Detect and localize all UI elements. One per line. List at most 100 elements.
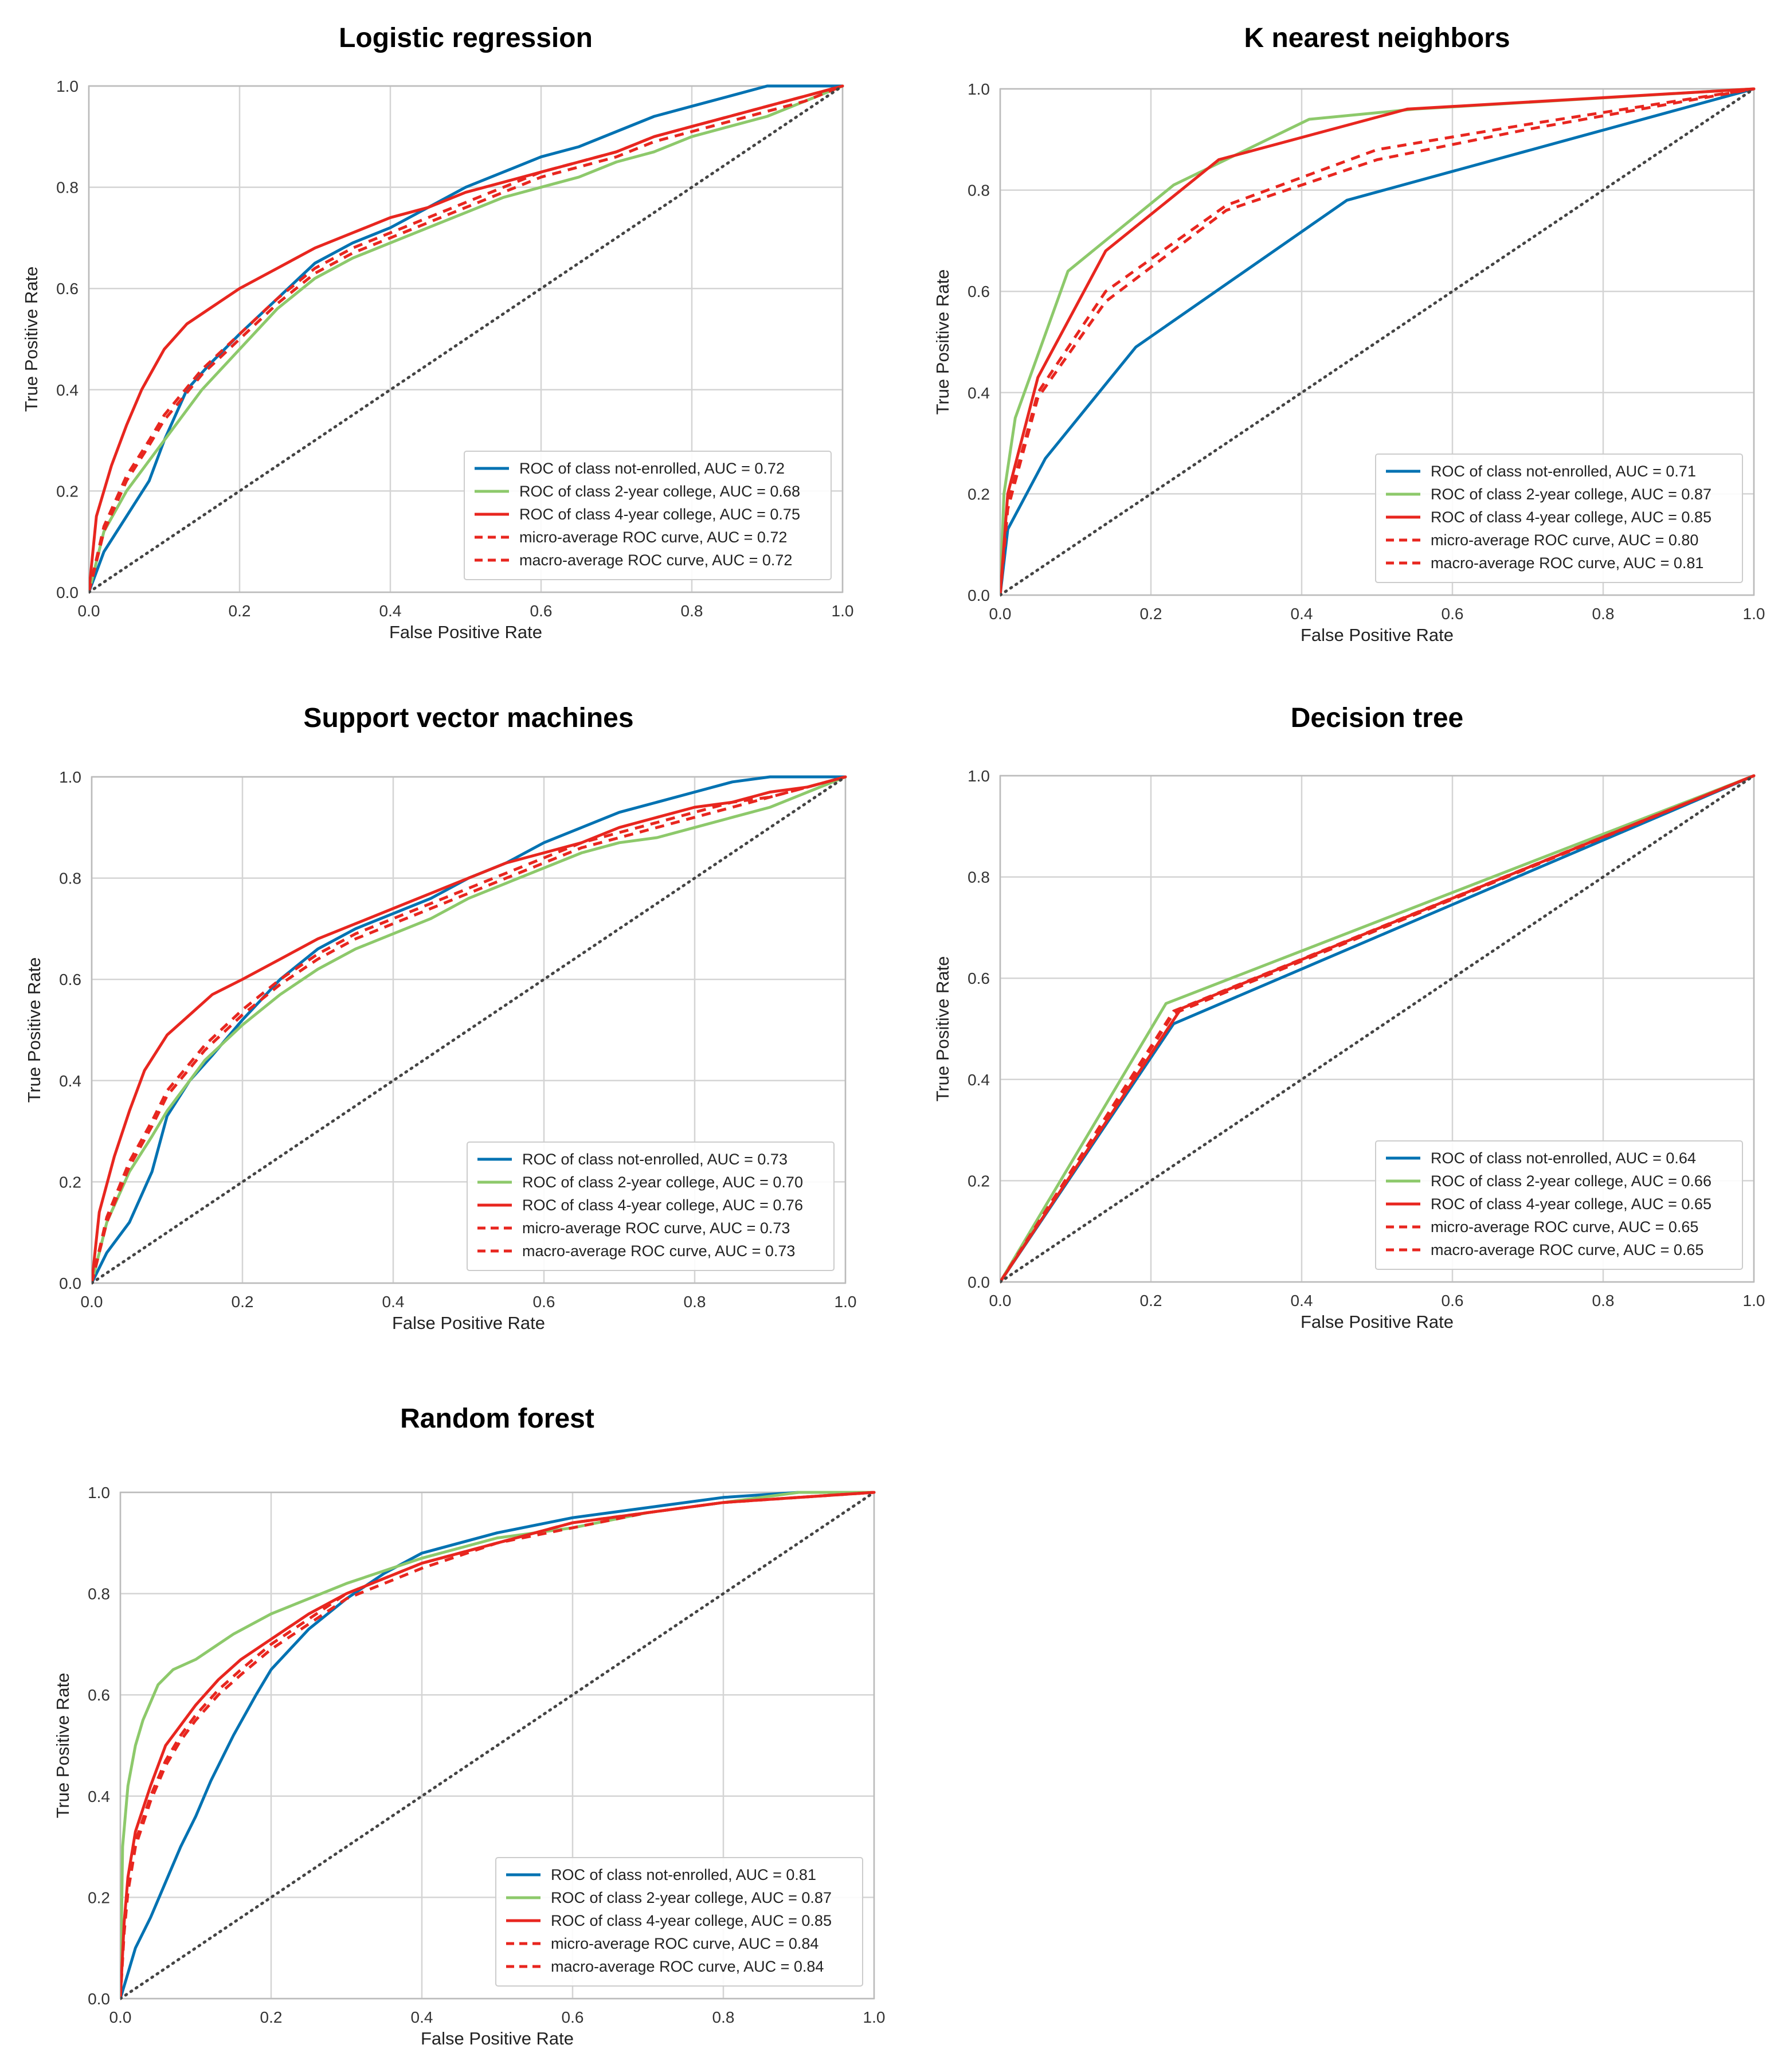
knn-xlabel: False Positive Rate xyxy=(1301,625,1454,645)
tree-legend-label: micro-average ROC curve, AUC = 0.65 xyxy=(1431,1218,1698,1236)
svm-xtick-label: 0.6 xyxy=(533,1293,555,1311)
logistic-legend-label: macro-average ROC curve, AUC = 0.72 xyxy=(519,552,792,569)
forest-ytick-label: 0.2 xyxy=(88,1889,110,1906)
knn-legend-label: ROC of class not-enrolled, AUC = 0.71 xyxy=(1431,463,1696,480)
svm-panel: Support vector machines 0.00.0 0.2 0.2 0.4 0.… xyxy=(24,703,856,1333)
logistic-ytick-label: 0.4 xyxy=(56,381,79,399)
knn-panel: K nearest neighbors 0.00.0 0.2 0.2 0.4 0.4 0.6… xyxy=(933,23,1765,645)
svm-legend-label: ROC of class 2-year college, AUC = 0.70 xyxy=(522,1174,803,1191)
knn-xtick-label: 0.4 xyxy=(1291,605,1313,623)
forest-ylabel: True Positive Rate xyxy=(53,1673,73,1819)
knn-xtick-label: 1.0 xyxy=(1743,605,1765,623)
knn-xtick-label: 0.6 xyxy=(1442,605,1464,623)
knn-ytick-label: 1.0 xyxy=(968,80,990,98)
logistic-xtick-label: 0.0 xyxy=(78,602,100,620)
knn-xtick-label: 0.8 xyxy=(1592,605,1615,623)
logistic-legend-label: ROC of class not-enrolled, AUC = 0.72 xyxy=(519,460,785,477)
forest-xtick-label: 1.0 xyxy=(863,2008,886,2026)
knn-ytick-label: 0.4 xyxy=(968,384,990,402)
forest-xlabel: False Positive Rate xyxy=(421,2028,574,2048)
knn-title: K nearest neighbors xyxy=(1244,23,1510,53)
svm-series-two_year xyxy=(92,775,847,1285)
svm-xlabel: False Positive Rate xyxy=(392,1313,545,1333)
knn-legend xyxy=(1375,454,1743,583)
forest-ytick-label: 0.8 xyxy=(88,1585,110,1603)
svm-series-not_enrolled xyxy=(92,775,847,1285)
knn-ytick-label: 0.6 xyxy=(968,283,990,300)
tree-ytick-label: 0.2 xyxy=(968,1172,990,1190)
tree-xlabel: False Positive Rate xyxy=(1301,1312,1454,1332)
knn-series-four_year xyxy=(1000,87,1756,597)
tree-series-macro-avg xyxy=(1000,774,1754,1283)
knn-series-macro-avg xyxy=(1000,87,1754,596)
logistic-chance-line xyxy=(89,84,844,594)
knn-ytick-label: 0.2 xyxy=(968,485,990,503)
forest-series-not_enrolled xyxy=(120,1491,876,2000)
tree-ytick-label: 1.0 xyxy=(968,767,990,785)
forest-legend-label: macro-average ROC curve, AUC = 0.84 xyxy=(551,1958,824,1975)
svm-ylabel: True Positive Rate xyxy=(24,957,44,1103)
tree-panel: Decision tree 0.00.0 0.2 0.2 0.4 0.4 0.6 0.6 0.8… xyxy=(933,703,1765,1332)
svm-xtick-label: 0.4 xyxy=(382,1293,405,1311)
logistic-series-two_year xyxy=(89,84,844,594)
logistic-ylabel: True Positive Rate xyxy=(21,267,41,412)
knn-legend-label: ROC of class 4-year college, AUC = 0.85 xyxy=(1431,509,1711,526)
knn-series-micro-avg xyxy=(1000,87,1754,596)
logistic-xtick-label: 1.0 xyxy=(832,602,854,620)
svm-xtick-label: 0.2 xyxy=(232,1293,254,1311)
logistic-title: Logistic regression xyxy=(339,23,593,53)
logistic-ytick-label: 0.2 xyxy=(56,482,79,500)
logistic-ytick-label: 0.0 xyxy=(56,584,79,601)
svm-title: Support vector machines xyxy=(303,703,633,733)
svm-ytick-label: 0.6 xyxy=(59,971,81,988)
forest-xtick-label: 0.2 xyxy=(260,2008,283,2026)
svm-series-four_year xyxy=(92,775,847,1285)
svm-legend xyxy=(467,1141,835,1271)
knn-legend-label: micro-average ROC curve, AUC = 0.80 xyxy=(1431,531,1698,549)
tree-axes-frame xyxy=(999,775,1755,1283)
logistic-series-macro-avg xyxy=(89,84,843,593)
forest-series-macro-avg xyxy=(120,1491,875,1999)
forest-ytick-label: 0.0 xyxy=(88,1990,110,2008)
forest-ytick-label: 0.6 xyxy=(88,1686,110,1704)
knn-legend-label: macro-average ROC curve, AUC = 0.81 xyxy=(1431,554,1703,572)
svm-xtick-label: 1.0 xyxy=(835,1293,857,1311)
tree-legend-label: ROC of class not-enrolled, AUC = 0.64 xyxy=(1431,1150,1696,1167)
svm-legend-label: ROC of class 4-year college, AUC = 0.76 xyxy=(522,1197,803,1214)
knn-ytick-label: 0.0 xyxy=(968,587,990,604)
knn-xtick-label: 0.2 xyxy=(1140,605,1162,623)
logistic-ytick-label: 1.0 xyxy=(56,77,79,95)
tree-xtick-label: 0.2 xyxy=(1140,1292,1162,1309)
svm-chance-line xyxy=(92,775,847,1285)
logistic-ytick-label: 0.8 xyxy=(56,179,79,197)
svm-legend-label: macro-average ROC curve, AUC = 0.73 xyxy=(522,1242,795,1260)
logistic-axes-frame xyxy=(88,85,844,593)
tree-ylabel: True Positive Rate xyxy=(933,956,953,1102)
forest-legend xyxy=(495,1857,863,1987)
logistic-legend-label: ROC of class 4-year college, AUC = 0.75 xyxy=(519,506,800,523)
tree-legend-label: macro-average ROC curve, AUC = 0.65 xyxy=(1431,1241,1703,1258)
forest-title: Random forest xyxy=(400,1404,594,1434)
svm-xtick-label: 0.8 xyxy=(684,1293,706,1311)
logistic-panel: Logistic regression 0.00.0 0.2 0.2 0.4 0.4 0.6… xyxy=(21,23,853,642)
logistic-legend-label: micro-average ROC curve, AUC = 0.72 xyxy=(519,529,787,546)
logistic-legend xyxy=(464,451,832,580)
tree-xtick-label: 0.0 xyxy=(989,1292,1012,1309)
logistic-xtick-label: 0.8 xyxy=(681,602,703,620)
knn-ylabel: True Positive Rate xyxy=(933,269,953,415)
tree-xtick-label: 1.0 xyxy=(1743,1292,1765,1309)
tree-series-two_year xyxy=(1000,774,1756,1284)
forest-ytick-label: 0.4 xyxy=(88,1788,110,1805)
tree-title: Decision tree xyxy=(1291,703,1463,733)
svm-ytick-label: 0.8 xyxy=(59,870,81,888)
tree-legend-label: ROC of class 4-year college, AUC = 0.65 xyxy=(1431,1195,1711,1213)
forest-xtick-label: 0.8 xyxy=(712,2008,735,2026)
logistic-xtick-label: 0.4 xyxy=(379,602,402,620)
svm-series-macro-avg xyxy=(92,775,846,1284)
svm-ytick-label: 0.4 xyxy=(59,1072,81,1090)
knn-chance-line xyxy=(1000,87,1756,597)
tree-ytick-label: 0.6 xyxy=(968,969,990,987)
logistic-legend-label: ROC of class 2-year college, AUC = 0.68 xyxy=(519,483,800,500)
knn-series-not_enrolled xyxy=(1000,87,1756,597)
